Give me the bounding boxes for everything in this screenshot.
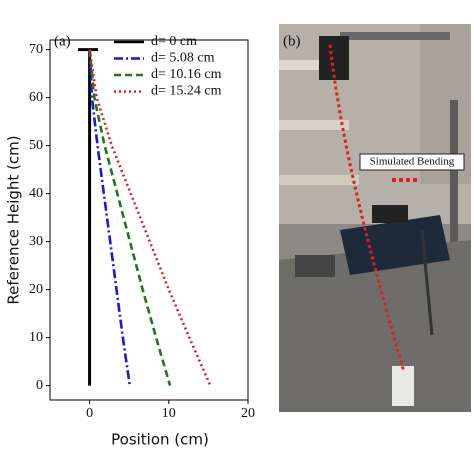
y-tick-label: 40 — [29, 186, 43, 201]
legend-label: d= 0 cm — [151, 34, 197, 49]
series-line — [88, 49, 132, 386]
y-tick-label: 50 — [29, 138, 43, 153]
photo — [279, 24, 471, 412]
y-axis-label: Reference Height (cm) — [5, 135, 23, 304]
y-tick-label: 0 — [36, 378, 43, 393]
y-tick-label: 70 — [29, 42, 43, 57]
panel-label: (a) — [54, 33, 71, 49]
callout: Simulated Bending — [370, 156, 455, 168]
legend-label: d= 15.24 cm — [151, 84, 222, 99]
y-tick-label: 30 — [29, 234, 43, 249]
series-line — [88, 49, 172, 386]
panel-label: (b) — [283, 33, 301, 49]
y-tick-label: 10 — [29, 330, 43, 345]
plot-frame — [49, 39, 249, 401]
x-axis-label: Position (cm) — [111, 431, 209, 449]
legend-label: d= 5.08 cm — [151, 51, 215, 66]
x-tick-label: 10 — [162, 406, 176, 421]
x-tick-label: 20 — [241, 406, 255, 421]
series-line — [88, 49, 212, 387]
x-tick-label: 0 — [86, 406, 93, 421]
legend-label: d= 10.16 cm — [151, 67, 222, 82]
y-tick-label: 20 — [29, 282, 43, 297]
y-tick-label: 60 — [29, 90, 43, 105]
